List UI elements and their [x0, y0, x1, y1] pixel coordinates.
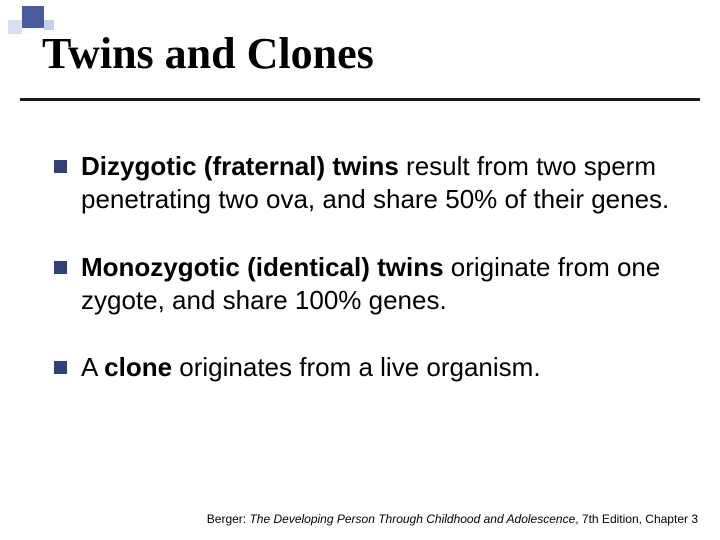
list-item: Monozygotic (identical) twins originate … [54, 251, 674, 318]
bullet-icon [54, 361, 67, 374]
list-item: A clone originates from a live organism. [54, 351, 674, 384]
content-area: Dizygotic (fraternal) twins result from … [54, 150, 674, 418]
bold-term: clone [104, 352, 172, 382]
deco-square-2 [8, 20, 22, 34]
footer-book-title: The Developing Person Through Childhood … [249, 512, 575, 526]
item-text: Monozygotic (identical) twins originate … [81, 251, 674, 318]
footer-citation: Berger: The Developing Person Through Ch… [207, 512, 698, 526]
bullet-icon [54, 261, 67, 274]
list-item: Dizygotic (fraternal) twins result from … [54, 150, 674, 217]
item-text: A clone originates from a live organism. [81, 351, 541, 384]
item-pre: A [81, 352, 104, 382]
title-underline [20, 98, 700, 101]
bold-term: Monozygotic (identical) twins [81, 252, 444, 282]
item-rest: originates from a live organism. [172, 352, 540, 382]
deco-square-1 [22, 6, 44, 28]
bullet-icon [54, 160, 67, 173]
footer-suffix: , 7th Edition, Chapter 3 [575, 512, 698, 526]
footer-prefix: Berger: [207, 512, 250, 526]
item-text: Dizygotic (fraternal) twins result from … [81, 150, 674, 217]
slide-title: Twins and Clones [42, 28, 374, 79]
bold-term: Dizygotic (fraternal) twins [81, 151, 399, 181]
